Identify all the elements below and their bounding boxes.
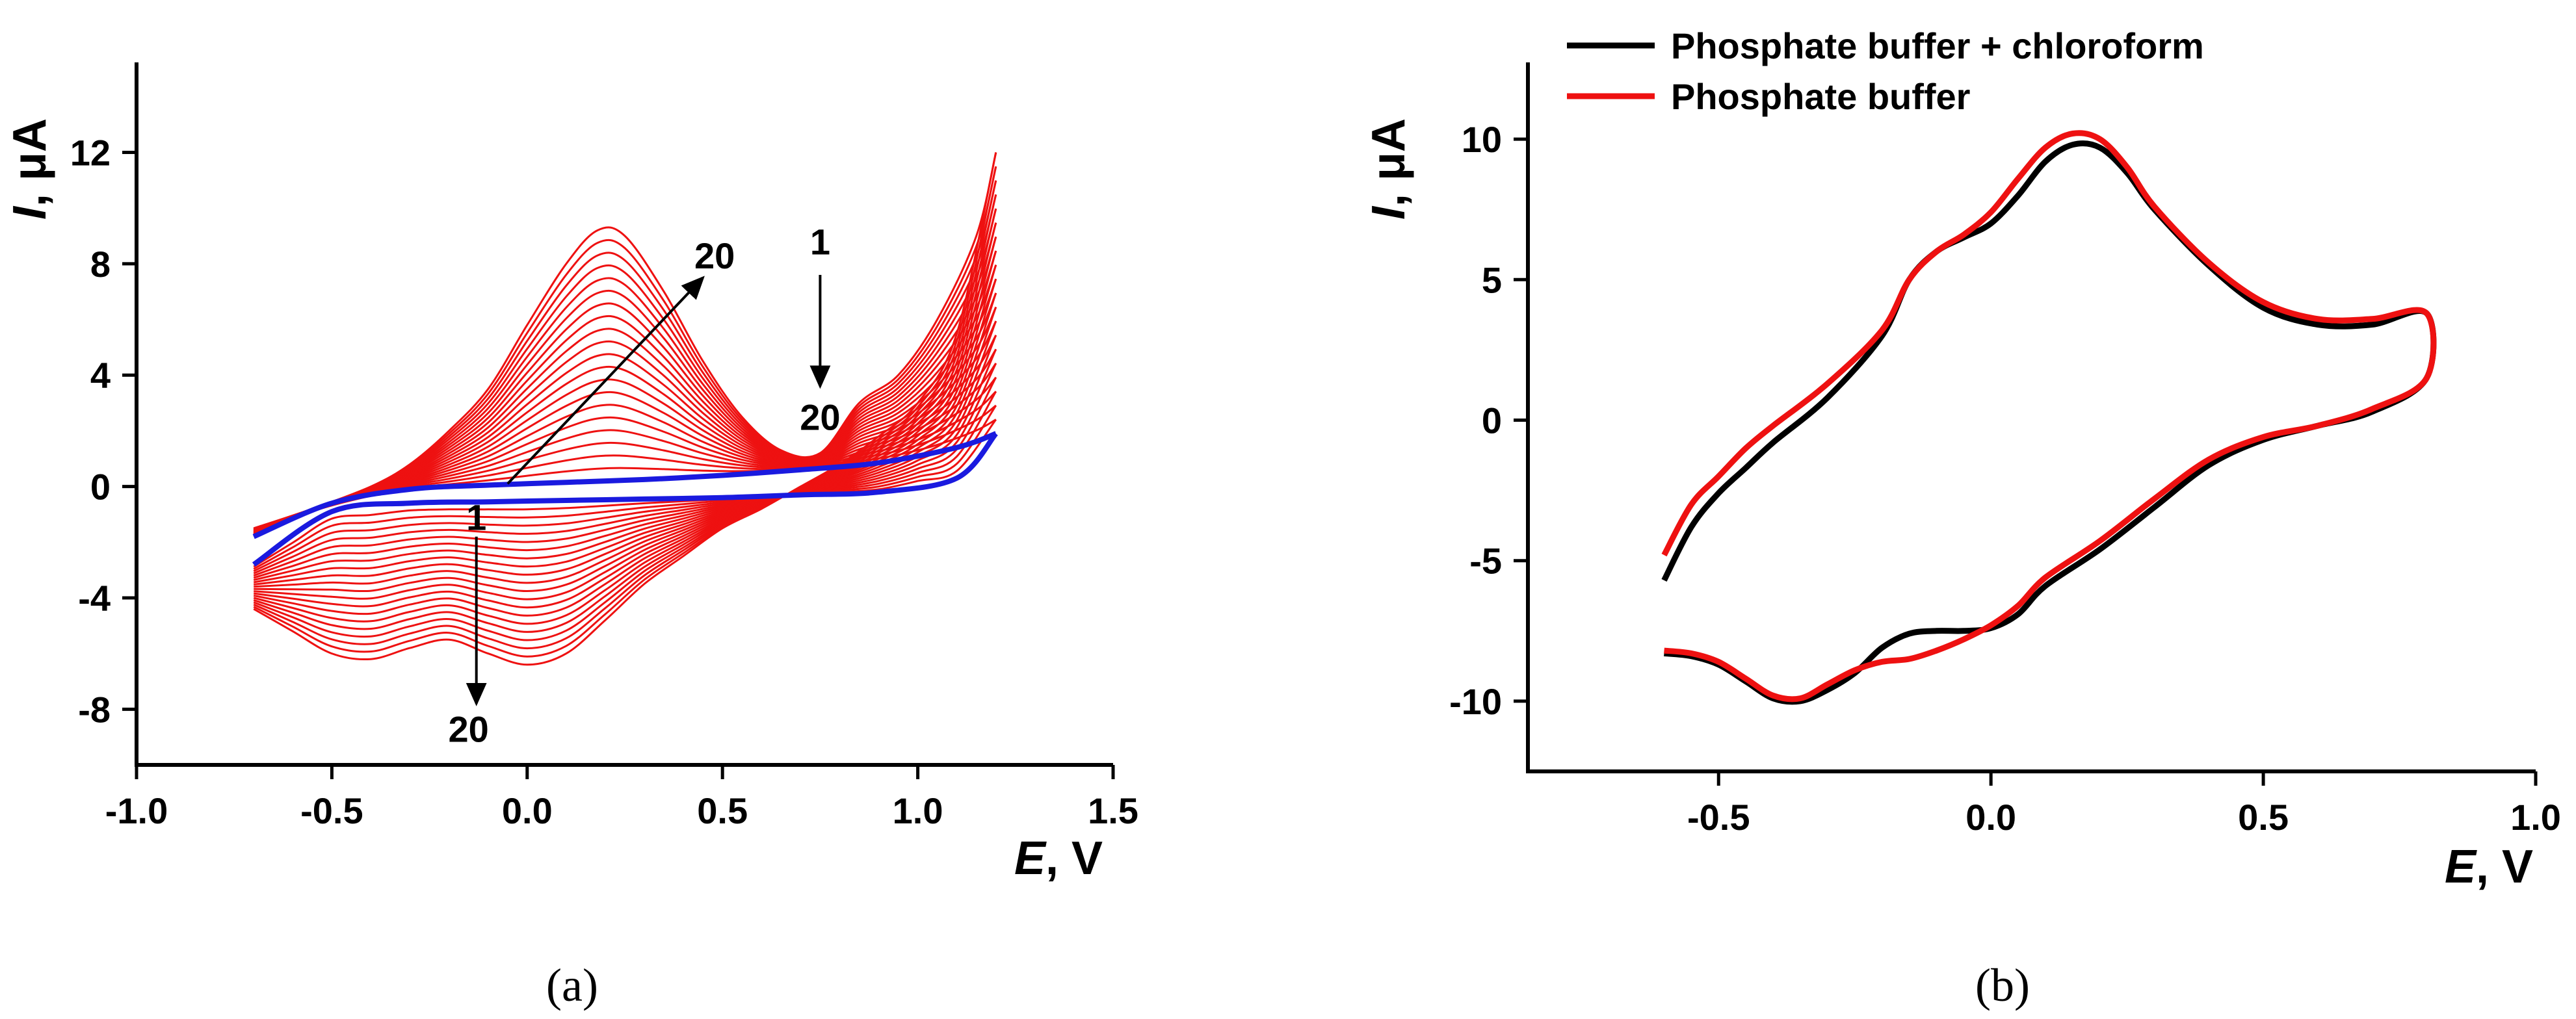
- panel-b: -0.5 0.0 0.5 1.0 -10 -5 0 5 10 I, μA E, V (b) Phosph…: [1363, 25, 2561, 1011]
- panel-a-y-tick-label: 8: [90, 244, 111, 285]
- panel-b-x-tick-label: 0.5: [2238, 797, 2289, 838]
- cycle-cathodic-line: [253, 363, 997, 577]
- cycle-anodic-line: [253, 292, 997, 534]
- cycle-anodic-line: [253, 363, 997, 535]
- panel-a: -1.0 -0.5 0.0 0.5 1.0 1.5 -8 -4 0 4 8 12 I, μA E, V (a…: [4, 62, 1138, 1011]
- cycle-cathodic-line: [253, 208, 997, 633]
- panel-a-x-tick-label: -0.5: [300, 790, 363, 831]
- cycle-cathodic-line: [253, 194, 997, 641]
- panel-a-x-tick-label: 1.5: [1088, 790, 1138, 831]
- panel-a-y-tick-label: -8: [78, 689, 111, 730]
- panel-b-x-tick-label: 1.0: [2510, 797, 2561, 838]
- cycle-cathodic-line: [253, 419, 997, 568]
- panel-b-y-axis-title: I, μA: [1363, 118, 1415, 220]
- cycle-anodic-line: [253, 152, 997, 530]
- cycle-annotation: 20: [800, 397, 840, 438]
- cycle-anodic-line: [253, 166, 997, 530]
- cycle-cathodic-line: [253, 348, 997, 579]
- cycle-cathodic-line: [254, 264, 997, 600]
- cycle-arrow: [506, 276, 705, 485]
- blank-anodic-line: [252, 431, 997, 539]
- panel-b-y-tick-label: 10: [1462, 119, 1502, 160]
- legend-label: Phosphate buffer: [1671, 76, 1970, 117]
- panel-a-y-tick-label: -4: [78, 578, 111, 619]
- panel-a-y-tick-label: 4: [90, 355, 111, 396]
- panel-b-axes: [1526, 62, 2536, 773]
- cycle-cathodic-line: [253, 180, 997, 650]
- panel-a-x-tick-label: -1.0: [105, 790, 168, 831]
- legend-label: Phosphate buffer + chloroform: [1671, 25, 2204, 66]
- cycle-cathodic-line: [253, 236, 997, 617]
- panel-a-x-tick-label: 1.0: [893, 790, 943, 831]
- panel-a-y-tick-label: 12: [70, 133, 111, 174]
- cycle-cathodic-line: [253, 166, 997, 658]
- cycle-anodic-line: [253, 264, 997, 533]
- cycle-cathodic-line: [253, 335, 997, 581]
- cycle-annotation: 20: [449, 708, 489, 749]
- panel-a-x-axis-title: E, V: [1014, 832, 1103, 884]
- blank-cathodic-line: [252, 432, 998, 567]
- cycle-cathodic-line: [253, 152, 997, 666]
- panel-b-y-tick-label: -5: [1469, 541, 1502, 582]
- cycle-cathodic-line: [253, 376, 997, 574]
- cycle-anodic-line: [253, 194, 997, 531]
- buffer-series-line: [1661, 130, 2437, 703]
- panel-a-x-tick-label: 0.0: [502, 790, 553, 831]
- panel-a-y-axis-title: I, μA: [4, 118, 56, 220]
- cycle-anodic-line: [253, 222, 997, 532]
- cycle-anodic-line: [253, 236, 997, 532]
- panel-b-caption: (b): [1975, 959, 2030, 1011]
- cycle-cathodic-line: [253, 222, 997, 625]
- panel-b-y-tick-label: -10: [1449, 681, 1502, 722]
- cycle-anodic-line: [253, 180, 997, 530]
- cycle-annotation: 1: [810, 222, 830, 263]
- panel-a-caption: (a): [546, 959, 598, 1011]
- panel-b-x-tick-label: 0.0: [1965, 797, 2016, 838]
- cycle-anodic-line: [253, 208, 997, 531]
- panel-b-x-axis-title: E, V: [2445, 841, 2533, 893]
- cycle-cathodic-line: [254, 278, 997, 593]
- cycle-cathodic-line: [253, 320, 997, 584]
- cycle-cathodic-line: [254, 292, 997, 588]
- panel-a-x-tick-label: 0.5: [697, 790, 748, 831]
- cycle-anodic-line: [253, 250, 997, 532]
- cycle-cathodic-line: [253, 391, 997, 573]
- panel-b-x-tick-label: -0.5: [1687, 797, 1750, 838]
- panel-a-y-tick-label: 0: [90, 467, 111, 508]
- panel-a-axes: [135, 62, 1113, 767]
- cycle-annotation: 1: [466, 497, 486, 538]
- cycle-cathodic-line: [253, 405, 997, 570]
- cycle-annotation: 20: [694, 235, 735, 276]
- cycle-cathodic-line: [254, 250, 997, 609]
- panel-b-y-tick-label: 5: [1482, 259, 1502, 300]
- cycle-anodic-line: [253, 278, 997, 534]
- panel-b-y-tick-label: 0: [1482, 400, 1502, 441]
